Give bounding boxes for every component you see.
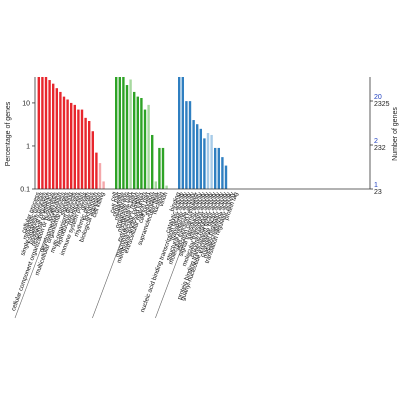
y-tick-label: 10	[22, 100, 30, 107]
bar	[66, 99, 69, 189]
group-bracket	[92, 237, 123, 319]
bar	[102, 181, 105, 189]
bar	[136, 96, 139, 189]
y2-tick-count: 23	[374, 189, 382, 196]
bar	[196, 124, 199, 189]
bar	[165, 185, 168, 189]
bar	[210, 134, 213, 189]
bar	[147, 104, 150, 189]
group-bracket	[14, 237, 46, 319]
bar	[91, 131, 94, 189]
category-label: virion	[158, 191, 170, 208]
bar	[185, 101, 188, 189]
bar	[37, 77, 40, 189]
y-axis-title: Percentage of genes	[5, 101, 12, 166]
bar	[80, 109, 84, 189]
bar	[161, 147, 165, 189]
bar	[88, 121, 91, 189]
bar	[115, 77, 118, 189]
bar	[154, 181, 157, 189]
bar	[181, 77, 184, 189]
y-tick-label: 0.1	[20, 187, 30, 194]
bar	[41, 77, 44, 189]
y2-tick-percent: 20	[374, 94, 382, 101]
bar	[151, 134, 154, 189]
y2-tick-count: 232	[374, 145, 386, 152]
bar	[199, 128, 202, 189]
y2-tick-percent: 2	[374, 138, 378, 145]
bar	[84, 117, 87, 189]
bar	[129, 79, 132, 189]
bar	[52, 83, 55, 189]
y2-tick-percent: 1	[374, 182, 378, 189]
bar	[221, 157, 224, 189]
y-tick-label: 1	[26, 143, 30, 150]
bar	[143, 109, 147, 189]
bar	[214, 147, 217, 189]
bar	[77, 109, 80, 189]
bar	[206, 133, 210, 189]
bar	[158, 147, 161, 189]
bar	[122, 77, 125, 189]
bar	[62, 96, 66, 189]
bar	[203, 138, 206, 189]
y2-axis-title: Number of genes	[392, 107, 399, 161]
bar	[217, 147, 220, 189]
bar	[59, 91, 62, 189]
bar	[48, 80, 51, 189]
bar	[178, 77, 181, 189]
bar	[192, 120, 195, 189]
bar	[44, 77, 48, 189]
y2-tick-count: 2325	[374, 101, 390, 108]
plot-area	[37, 77, 228, 189]
bar	[188, 101, 192, 189]
group-bracket	[155, 237, 186, 319]
bar	[95, 152, 98, 189]
bar	[140, 98, 143, 189]
category-label: cell	[109, 191, 119, 202]
bar	[118, 77, 121, 189]
bar	[133, 91, 136, 189]
bar	[125, 85, 129, 189]
bar	[73, 104, 76, 189]
bar	[98, 163, 102, 189]
bar	[224, 165, 228, 189]
bar	[70, 102, 73, 189]
bar	[55, 88, 58, 189]
